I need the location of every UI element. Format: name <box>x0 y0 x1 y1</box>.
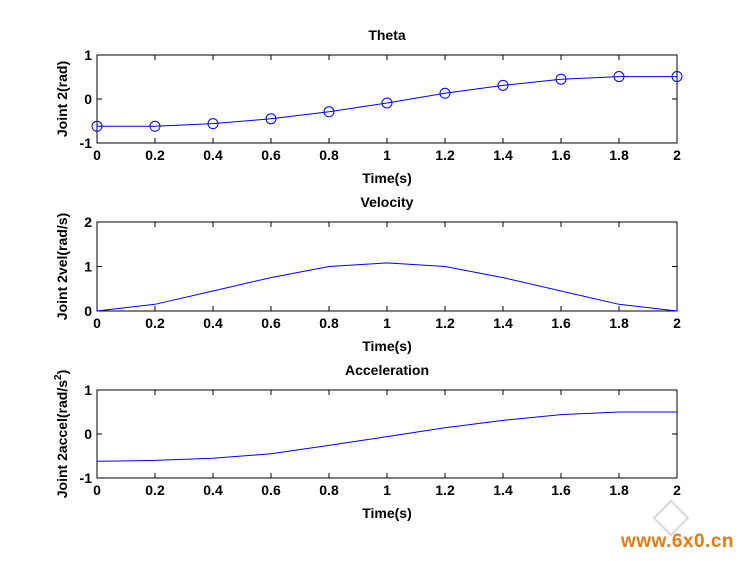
x-tick-label: 1.2 <box>435 315 455 331</box>
data-point-marker <box>497 79 509 91</box>
y-axis-label: Joint 2(rad) <box>54 61 70 137</box>
x-tick-label: 0.2 <box>145 482 165 498</box>
data-point-marker <box>265 113 277 125</box>
series-line <box>96 262 678 312</box>
x-tick-label: 1.6 <box>551 147 571 163</box>
data-point-marker <box>207 118 219 130</box>
x-tick-label: 2 <box>673 315 681 331</box>
x-tick-label: 0 <box>93 147 101 163</box>
x-tick-label: 1.6 <box>551 482 571 498</box>
x-tick-label: 1.4 <box>493 315 513 331</box>
x-tick-label: 0.6 <box>261 315 281 331</box>
x-tick-label: 0.4 <box>203 147 223 163</box>
y-tick-label: 1 <box>84 382 92 398</box>
y-axis-label-text: Joint 2vel(rad/s) <box>54 213 70 320</box>
y-tick-label: 0 <box>84 303 92 319</box>
series-line <box>96 411 677 462</box>
x-tick-label: 0.2 <box>145 147 165 163</box>
x-tick-label: 0.8 <box>319 482 339 498</box>
x-tick-label: 0.4 <box>203 482 223 498</box>
y-axis-label: Joint 2accel(rad/s2) <box>53 370 70 499</box>
watermark: www.6x0.cn <box>620 531 734 552</box>
subplot-title: Acceleration <box>345 362 429 378</box>
x-tick-label: 1.6 <box>551 315 571 331</box>
x-tick-label: 0.4 <box>203 315 223 331</box>
x-tick-label: 2 <box>673 482 681 498</box>
axes-box <box>96 389 678 479</box>
y-axis-label-suffix: ) <box>54 370 70 375</box>
subplot-3: Acceleration 0 0.2 0.4 0.6 0.8 1 1.2 1.4 1.6 1.8 2 -… <box>53 362 681 521</box>
x-tick-label: 1.8 <box>609 315 629 331</box>
x-tick-label: 1 <box>383 482 391 498</box>
x-tick-label: 1.2 <box>435 482 455 498</box>
x-tick-label: 1.8 <box>609 482 629 498</box>
y-axis-label: Joint 2vel(rad/s) <box>54 213 70 320</box>
y-axis-label-text: Joint 2(rad) <box>54 61 70 137</box>
y-tick-label: 1 <box>84 259 92 275</box>
subplot-title: Theta <box>368 27 406 43</box>
y-tick-label: -1 <box>80 470 93 486</box>
x-tick-label: 0 <box>93 482 101 498</box>
x-tick-label: 0.2 <box>145 315 165 331</box>
y-tick-label: 0 <box>84 426 92 442</box>
x-tick-label: 1.4 <box>493 147 513 163</box>
data-point-marker <box>671 71 683 83</box>
x-tick-label: 1 <box>383 315 391 331</box>
x-axis-label: Time(s) <box>362 338 412 354</box>
data-point-marker <box>91 120 103 132</box>
x-tick-label: 1.4 <box>493 482 513 498</box>
x-axis-label: Time(s) <box>362 170 412 186</box>
y-tick-label: 2 <box>84 214 92 230</box>
x-axis-label: Time(s) <box>362 505 412 521</box>
x-tick-label: 1.2 <box>435 147 455 163</box>
x-tick-label: 2 <box>673 147 681 163</box>
x-tick-label: 0.8 <box>319 315 339 331</box>
x-tick-label: 1.8 <box>609 147 629 163</box>
data-point-marker <box>613 71 625 83</box>
data-point-marker <box>381 97 393 109</box>
y-axis-label-superscript: 2 <box>53 374 64 380</box>
data-point-marker <box>555 73 567 85</box>
x-tick-label: 0.6 <box>261 482 281 498</box>
series-line <box>97 76 677 127</box>
data-point-marker <box>149 120 161 132</box>
x-tick-label: 0 <box>93 315 101 331</box>
axes-box <box>96 54 678 144</box>
x-tick-label: 0.6 <box>261 147 281 163</box>
subplot-2: Velocity 0 0.2 0.4 0.6 0.8 1 1.2 1.4 1.6 1.8 2 0 1 2 Ti… <box>54 194 681 354</box>
y-tick-label: 0 <box>84 91 92 107</box>
data-point-marker <box>439 87 451 99</box>
x-tick-label: 1 <box>383 147 391 163</box>
data-point-marker <box>323 106 335 118</box>
y-tick-label: 1 <box>84 47 92 63</box>
y-axis-label-text: Joint 2accel(rad/s <box>54 380 70 498</box>
y-tick-label: -1 <box>80 135 93 151</box>
subplot-title: Velocity <box>361 194 414 210</box>
x-tick-label: 0.8 <box>319 147 339 163</box>
